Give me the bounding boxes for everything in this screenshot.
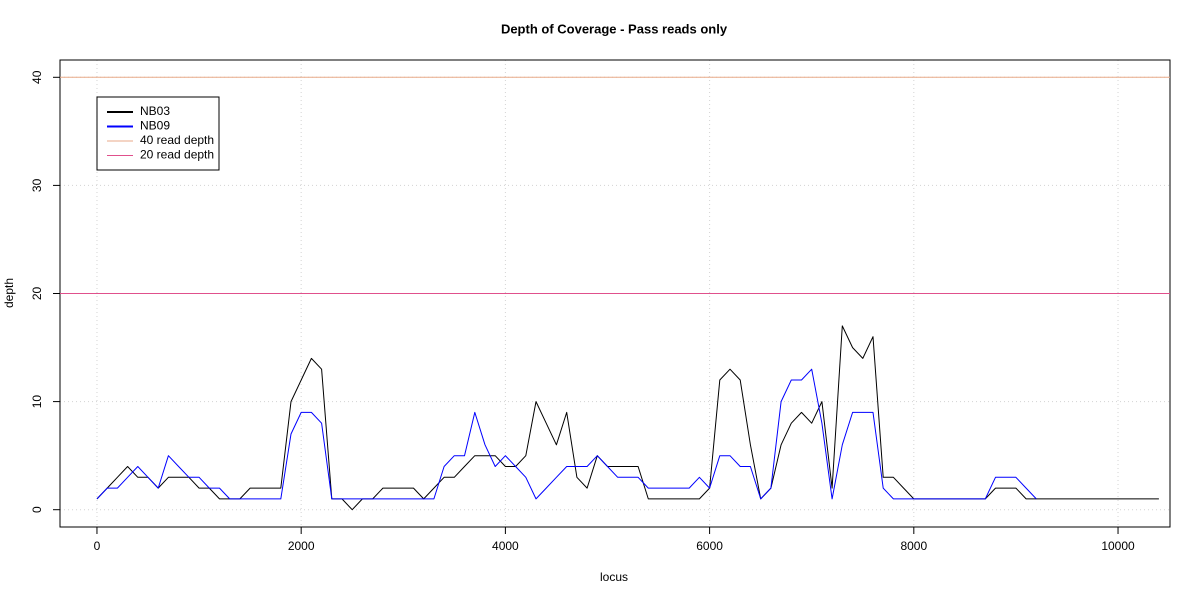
y-tick-label: 20	[30, 287, 44, 301]
chart-title: Depth of Coverage - Pass reads only	[501, 21, 728, 36]
legend-label: 20 read depth	[140, 148, 214, 162]
y-tick-label: 40	[30, 70, 44, 84]
x-tick-label: 10000	[1101, 539, 1135, 553]
legend-label: NB03	[140, 104, 170, 118]
y-tick-label: 30	[30, 178, 44, 192]
legend-label: NB09	[140, 119, 170, 133]
y-axis-label: depth	[2, 278, 16, 308]
data-line	[96, 368, 1037, 500]
x-tick-label: 6000	[696, 539, 723, 553]
legend-box	[96, 96, 220, 171]
y-tick-label: 0	[30, 506, 44, 513]
y-tick-label: 10	[30, 395, 44, 409]
data-line	[96, 325, 1159, 511]
x-axis-label: locus	[600, 570, 628, 584]
x-tick-label: 2000	[288, 539, 315, 553]
x-tick-label: 0	[94, 539, 101, 553]
x-tick-label: 8000	[900, 539, 927, 553]
legend-label: 40 read depth	[140, 133, 214, 147]
x-tick-label: 4000	[492, 539, 519, 553]
